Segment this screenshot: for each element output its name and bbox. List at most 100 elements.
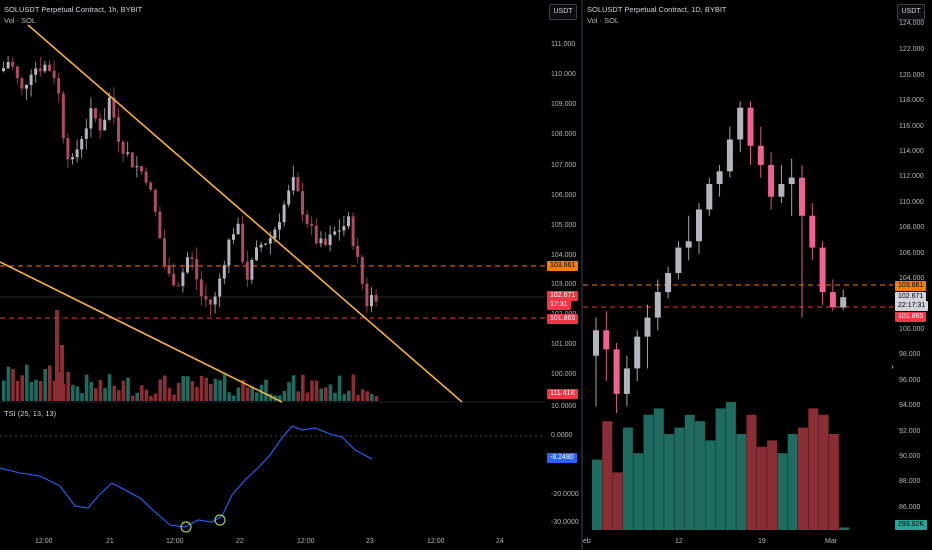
candle-body <box>227 239 231 266</box>
volume-tag: 111.41K <box>547 389 579 399</box>
price-tick: 104.000 <box>899 275 925 282</box>
price-tick: 122.000 <box>899 46 925 53</box>
volume-bar <box>767 440 778 530</box>
volume-bar <box>278 395 282 401</box>
level-high-tag: 103.661 <box>895 281 927 291</box>
time-label: 21 <box>106 538 114 545</box>
tsi-indicator-label[interactable]: TSI (25, 13, 13) <box>4 409 57 418</box>
volume-bar <box>209 383 213 401</box>
candle-body <box>75 149 79 158</box>
tsi-signal-marker <box>180 521 192 533</box>
candle-body <box>98 118 102 131</box>
volume-bar <box>746 414 757 530</box>
price-tick: 101.000 <box>551 341 577 348</box>
candle-body <box>61 93 65 139</box>
time-label: 19 <box>758 538 766 545</box>
volume-bar <box>130 395 135 401</box>
level-low-tag: 101.865 <box>895 312 927 322</box>
candle-body <box>301 191 304 215</box>
price-tick: 100.000 <box>551 371 577 378</box>
volume-bar <box>365 391 369 401</box>
candle-body <box>351 216 355 246</box>
candle-body <box>370 295 373 307</box>
volume-bar <box>337 375 342 401</box>
volume-bar <box>75 386 80 401</box>
price-tick: 116.000 <box>899 123 924 130</box>
pane-divider[interactable] <box>581 0 583 550</box>
candle-body <box>232 234 235 240</box>
volume-bar <box>112 385 116 401</box>
hourly-chart-title: SOLUSDT Perpetual Contract, 1h, BYBIT <box>4 5 143 14</box>
candle-body <box>204 296 208 300</box>
candle-body <box>172 273 176 286</box>
candle-body <box>94 108 97 119</box>
volume-bar <box>94 388 98 401</box>
volume-bar <box>291 375 296 401</box>
volume-bar <box>140 385 144 401</box>
volume-bar <box>98 379 103 401</box>
volume-bar <box>29 381 34 401</box>
candle-body <box>186 257 189 273</box>
level-low-tag: 101.865 <box>547 314 579 324</box>
time-label: 12 <box>675 538 683 545</box>
volume-bar <box>84 374 89 401</box>
currency-button[interactable]: USDT <box>897 4 925 20</box>
volume-bar <box>60 345 64 401</box>
candle-body <box>287 190 291 205</box>
candle-body <box>268 238 272 244</box>
hourly-chart-pane[interactable]: SOLUSDT Perpetual Contract, 1h, BYBIT Vo… <box>0 0 582 550</box>
volume-bar <box>190 381 195 401</box>
volume-bar <box>736 434 747 530</box>
tsi-tick: 10.0000 <box>551 403 577 410</box>
volume-bar <box>839 527 850 530</box>
volume-bar <box>241 379 245 401</box>
candle-body <box>685 241 692 248</box>
candle-countdown-tag: 17:31 <box>547 300 571 310</box>
candle-body <box>112 97 116 118</box>
current-price-tag: 102.671 <box>895 292 927 302</box>
candle-body <box>15 66 19 79</box>
candle-body <box>342 226 346 231</box>
candle-body <box>696 209 702 242</box>
candle-body <box>356 245 360 257</box>
candle-body <box>121 141 125 154</box>
tsi-tick: -30.0000 <box>551 519 579 526</box>
candle-body <box>613 349 620 394</box>
scroll-right-icon[interactable]: › <box>891 362 894 371</box>
volume-bar <box>351 374 356 401</box>
price-tick: 120.000 <box>899 72 925 79</box>
currency-button[interactable]: USDT <box>549 4 577 20</box>
hourly-volume-label: Vol · SOL <box>4 16 37 25</box>
volume-bar <box>695 421 705 530</box>
volume-bar <box>250 386 254 401</box>
tsi-tick: 0.0000 <box>551 432 573 439</box>
time-label: 24 <box>496 538 504 545</box>
candle-body <box>829 292 836 308</box>
volume-bar <box>684 414 695 530</box>
candle-body <box>218 278 222 297</box>
price-tick: 114.000 <box>899 148 924 155</box>
volume-bar <box>20 375 24 401</box>
price-tick: 98.000 <box>899 351 921 358</box>
volume-bar <box>664 434 675 530</box>
candle-body <box>788 177 795 184</box>
candle-body <box>726 139 733 172</box>
volume-bar <box>715 408 726 530</box>
volume-bar <box>282 390 287 401</box>
hourly-chart-canvas[interactable] <box>0 0 582 550</box>
daily-chart-canvas[interactable] <box>583 0 932 550</box>
price-tick: 104.000 <box>551 252 577 259</box>
daily-chart-pane[interactable]: SOLUSDT Perpetual Contract, 1D, BYBIT Vo… <box>583 0 932 550</box>
volume-bar <box>633 453 644 530</box>
price-tick: 88.000 <box>899 478 921 485</box>
volume-bar <box>255 392 259 401</box>
current-price-tag: 102.671 <box>547 291 579 301</box>
level-high-tag: 103.661 <box>547 261 579 271</box>
candle-body <box>213 296 217 305</box>
price-tick: 110.000 <box>899 199 924 206</box>
volume-bar <box>6 366 11 401</box>
candle-body <box>195 259 199 280</box>
tsi-line <box>0 425 373 528</box>
time-label: eb <box>583 538 591 545</box>
candle-body <box>778 184 785 197</box>
